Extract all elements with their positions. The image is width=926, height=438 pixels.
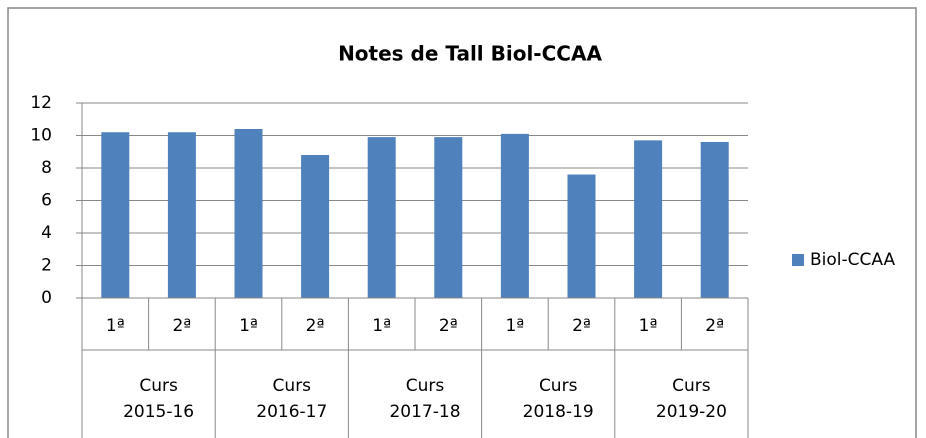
y-tick-label: 10 — [30, 126, 52, 146]
chart-border — [7, 7, 917, 438]
legend-swatch — [792, 254, 804, 266]
y-tick-label: 2 — [41, 256, 52, 276]
group-label: 2018-19 — [523, 402, 594, 422]
x-tick-label: 2ª — [172, 316, 191, 336]
group-label: 2017-18 — [389, 402, 460, 422]
bar — [634, 140, 663, 298]
bar — [567, 174, 596, 298]
bar — [500, 133, 529, 298]
bar — [367, 137, 396, 298]
y-tick-label: 4 — [41, 223, 52, 243]
bar — [167, 132, 196, 298]
x-tick-label: 2ª — [306, 316, 325, 336]
x-tick-label: 1ª — [505, 316, 524, 336]
bar — [101, 132, 130, 298]
group-label: Curs — [273, 376, 312, 396]
group-label: Curs — [672, 376, 711, 396]
bar — [301, 155, 330, 298]
y-tick-label: 0 — [41, 288, 52, 308]
group-label: 2019-20 — [656, 402, 727, 422]
y-tick-label: 12 — [30, 93, 52, 113]
chart-title: Notes de Tall Biol-CCAA — [338, 42, 602, 66]
y-tick-label: 8 — [41, 158, 52, 178]
x-tick-label: 1ª — [639, 316, 658, 336]
bar — [434, 137, 463, 298]
group-label: 2015-16 — [123, 402, 194, 422]
x-tick-label: 2ª — [439, 316, 458, 336]
x-tick-label: 2ª — [705, 316, 724, 336]
x-tick-label: 1ª — [239, 316, 258, 336]
group-label: Curs — [139, 376, 178, 396]
x-tick-label: 1ª — [106, 316, 125, 336]
group-label: Curs — [539, 376, 578, 396]
group-label: Curs — [406, 376, 445, 396]
bar — [700, 142, 729, 298]
x-tick-label: 1ª — [372, 316, 391, 336]
group-label: 2016-17 — [256, 402, 327, 422]
y-tick-label: 6 — [41, 191, 52, 211]
legend-label: Biol-CCAA — [810, 250, 895, 270]
x-tick-label: 2ª — [572, 316, 591, 336]
bar — [234, 129, 263, 298]
